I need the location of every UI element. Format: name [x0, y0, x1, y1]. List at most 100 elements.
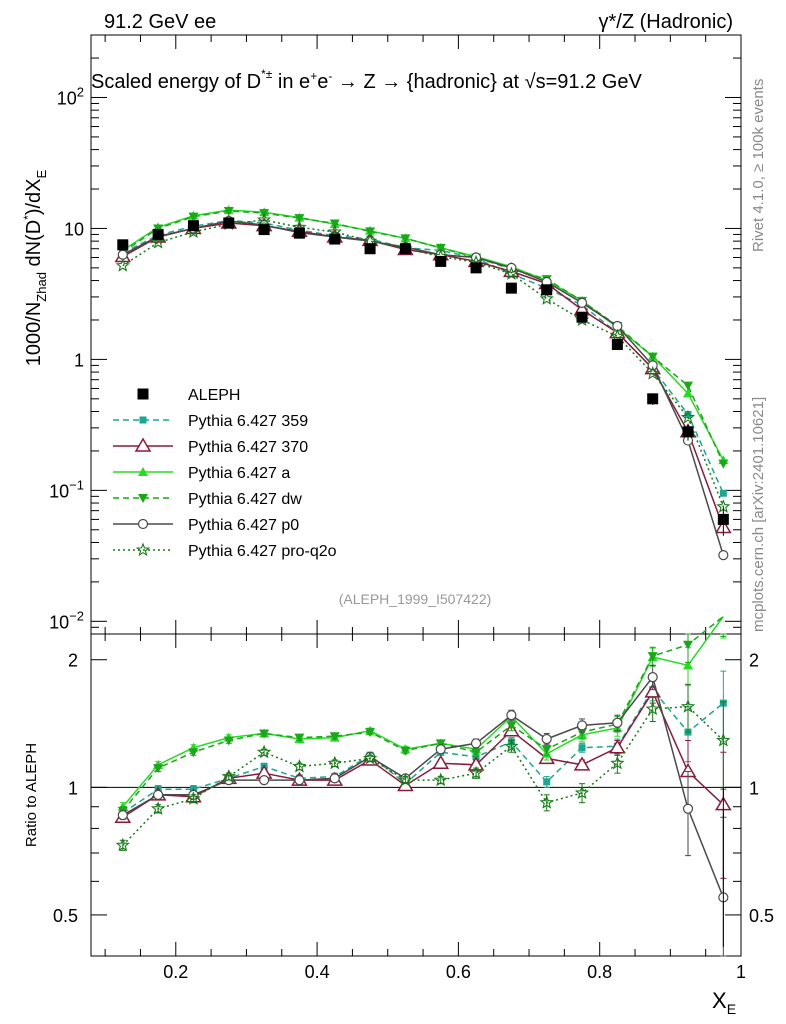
- ratio-tick-label: 1: [68, 778, 78, 798]
- ratio-point: [259, 729, 270, 739]
- ratio-axis-label: Ratio to ALEPH: [23, 743, 40, 847]
- ratio-point: [329, 732, 340, 742]
- ratio-point: [258, 775, 270, 786]
- ratio-point: [506, 710, 517, 721]
- legend-marker: [137, 518, 149, 530]
- legend-label: Pythia 6.427 dw: [188, 491, 302, 508]
- ratio-point: [256, 744, 272, 759]
- energy-label: 91.2 GeV ee: [104, 11, 216, 33]
- ratio-line: [122, 705, 724, 846]
- legend-item: Pythia 6.427 a: [113, 465, 290, 482]
- legend-item: Pythia 6.427 p0: [113, 517, 299, 534]
- ratio-point: [365, 728, 376, 738]
- ratio-point: [683, 660, 694, 670]
- legend-item: Pythia 6.427 dw: [113, 491, 302, 508]
- legend-item: Pythia 6.427 359: [113, 413, 308, 430]
- ratio-point: [153, 789, 164, 800]
- legend-label: Pythia 6.427 359: [188, 413, 308, 430]
- legend-label: Pythia 6.427 pro-q2o: [188, 543, 337, 560]
- data-point: [541, 284, 553, 296]
- ratio-point: [683, 640, 694, 650]
- ratio-point: [433, 772, 448, 787]
- ratio-point: [506, 721, 517, 731]
- ratio-point: [645, 701, 660, 716]
- ratio-point: [541, 733, 552, 745]
- legend-marker: [134, 437, 152, 452]
- chart-title: Scaled energy of D*± in e+e- → Z → {hadr…: [91, 67, 642, 93]
- rivet-label: Rivet 4.1.0, ≥ 100k events: [750, 79, 767, 252]
- data-point: [717, 513, 729, 525]
- series-point: [223, 206, 234, 216]
- ratio-frame: [90, 633, 742, 957]
- ratio-point: [716, 732, 731, 747]
- ratio-point: [573, 756, 591, 771]
- series-point: [647, 360, 658, 371]
- series-point: [400, 234, 411, 244]
- x-tick-label: 1: [736, 962, 746, 982]
- y-tick-label: 1: [74, 350, 84, 370]
- series-point: [435, 243, 446, 253]
- data-point: [364, 243, 376, 255]
- y-tick-label: 10: [64, 219, 84, 239]
- x-tick-label: 0.4: [305, 962, 330, 982]
- ratio-line: [122, 675, 724, 898]
- ratio-point: [294, 775, 305, 786]
- ratio-point: [362, 750, 378, 765]
- ratio-point: [541, 745, 552, 755]
- series-point: [256, 212, 272, 227]
- y-axis-label: 1000/NZhad dN(D*)/dXE: [21, 169, 49, 366]
- ratio-point: [539, 795, 554, 809]
- ratio-point: [435, 744, 446, 755]
- ratio-point: [435, 739, 446, 749]
- series-point: [684, 410, 692, 418]
- data-point: [187, 220, 199, 232]
- series-point: [188, 212, 199, 222]
- process-label: γ*/Z (Hadronic): [599, 11, 733, 33]
- ratio-point: [327, 755, 342, 770]
- data-point: [611, 338, 623, 350]
- x-tick-label: 0.2: [163, 962, 188, 982]
- ratio-point: [470, 738, 482, 749]
- ratio-line: [122, 615, 724, 812]
- ratio-point: [292, 759, 307, 773]
- mcplots-label: mcplots.cern.ch [arXiv:2401.10621]: [750, 397, 767, 632]
- ratio-point: [468, 765, 484, 780]
- ratio-tick-label: 2: [68, 651, 78, 671]
- series-point: [150, 235, 166, 249]
- series-point: [365, 227, 376, 237]
- analysis-watermark: (ALEPH_1999_I507422): [339, 591, 492, 607]
- data-point: [258, 224, 270, 236]
- y-tick-label: 102: [57, 84, 84, 108]
- series-point: [539, 291, 554, 305]
- data-point: [152, 228, 164, 240]
- series-point: [718, 550, 729, 561]
- legend-item: ALEPH: [137, 387, 240, 404]
- x-tick-label: 0.8: [587, 962, 612, 982]
- ratio-point: [398, 772, 413, 787]
- ratio-point: [471, 748, 482, 758]
- series-point: [576, 297, 588, 309]
- ratio-point: [153, 764, 164, 774]
- ratio-tick-label-right: 1: [749, 778, 759, 798]
- data-point: [329, 233, 341, 245]
- legend-label: Pythia 6.427 a: [188, 465, 290, 482]
- ratio-point: [576, 720, 588, 731]
- series-line: [122, 210, 724, 464]
- series-point: [117, 249, 128, 260]
- data-point: [399, 243, 411, 255]
- legend-label: ALEPH: [188, 387, 240, 404]
- ratio-point: [329, 773, 340, 784]
- ratio-tick-label: 0.5: [53, 906, 78, 926]
- data-point: [682, 426, 694, 438]
- data-point: [117, 239, 129, 251]
- ratio-point: [294, 733, 305, 743]
- ratio-tick-label-right: 0.5: [749, 906, 774, 926]
- ratio-point: [223, 736, 234, 746]
- series-point: [115, 258, 130, 272]
- data-point: [576, 311, 588, 323]
- series-point: [683, 388, 694, 398]
- ratio-point: [578, 744, 586, 752]
- ratio-series-5: [115, 683, 731, 852]
- data-point: [223, 217, 235, 229]
